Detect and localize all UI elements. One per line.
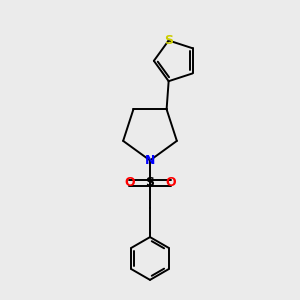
Text: N: N xyxy=(145,154,155,167)
Text: O: O xyxy=(124,176,134,189)
Text: S: S xyxy=(146,176,154,189)
Text: S: S xyxy=(164,34,173,47)
Text: O: O xyxy=(166,176,176,189)
